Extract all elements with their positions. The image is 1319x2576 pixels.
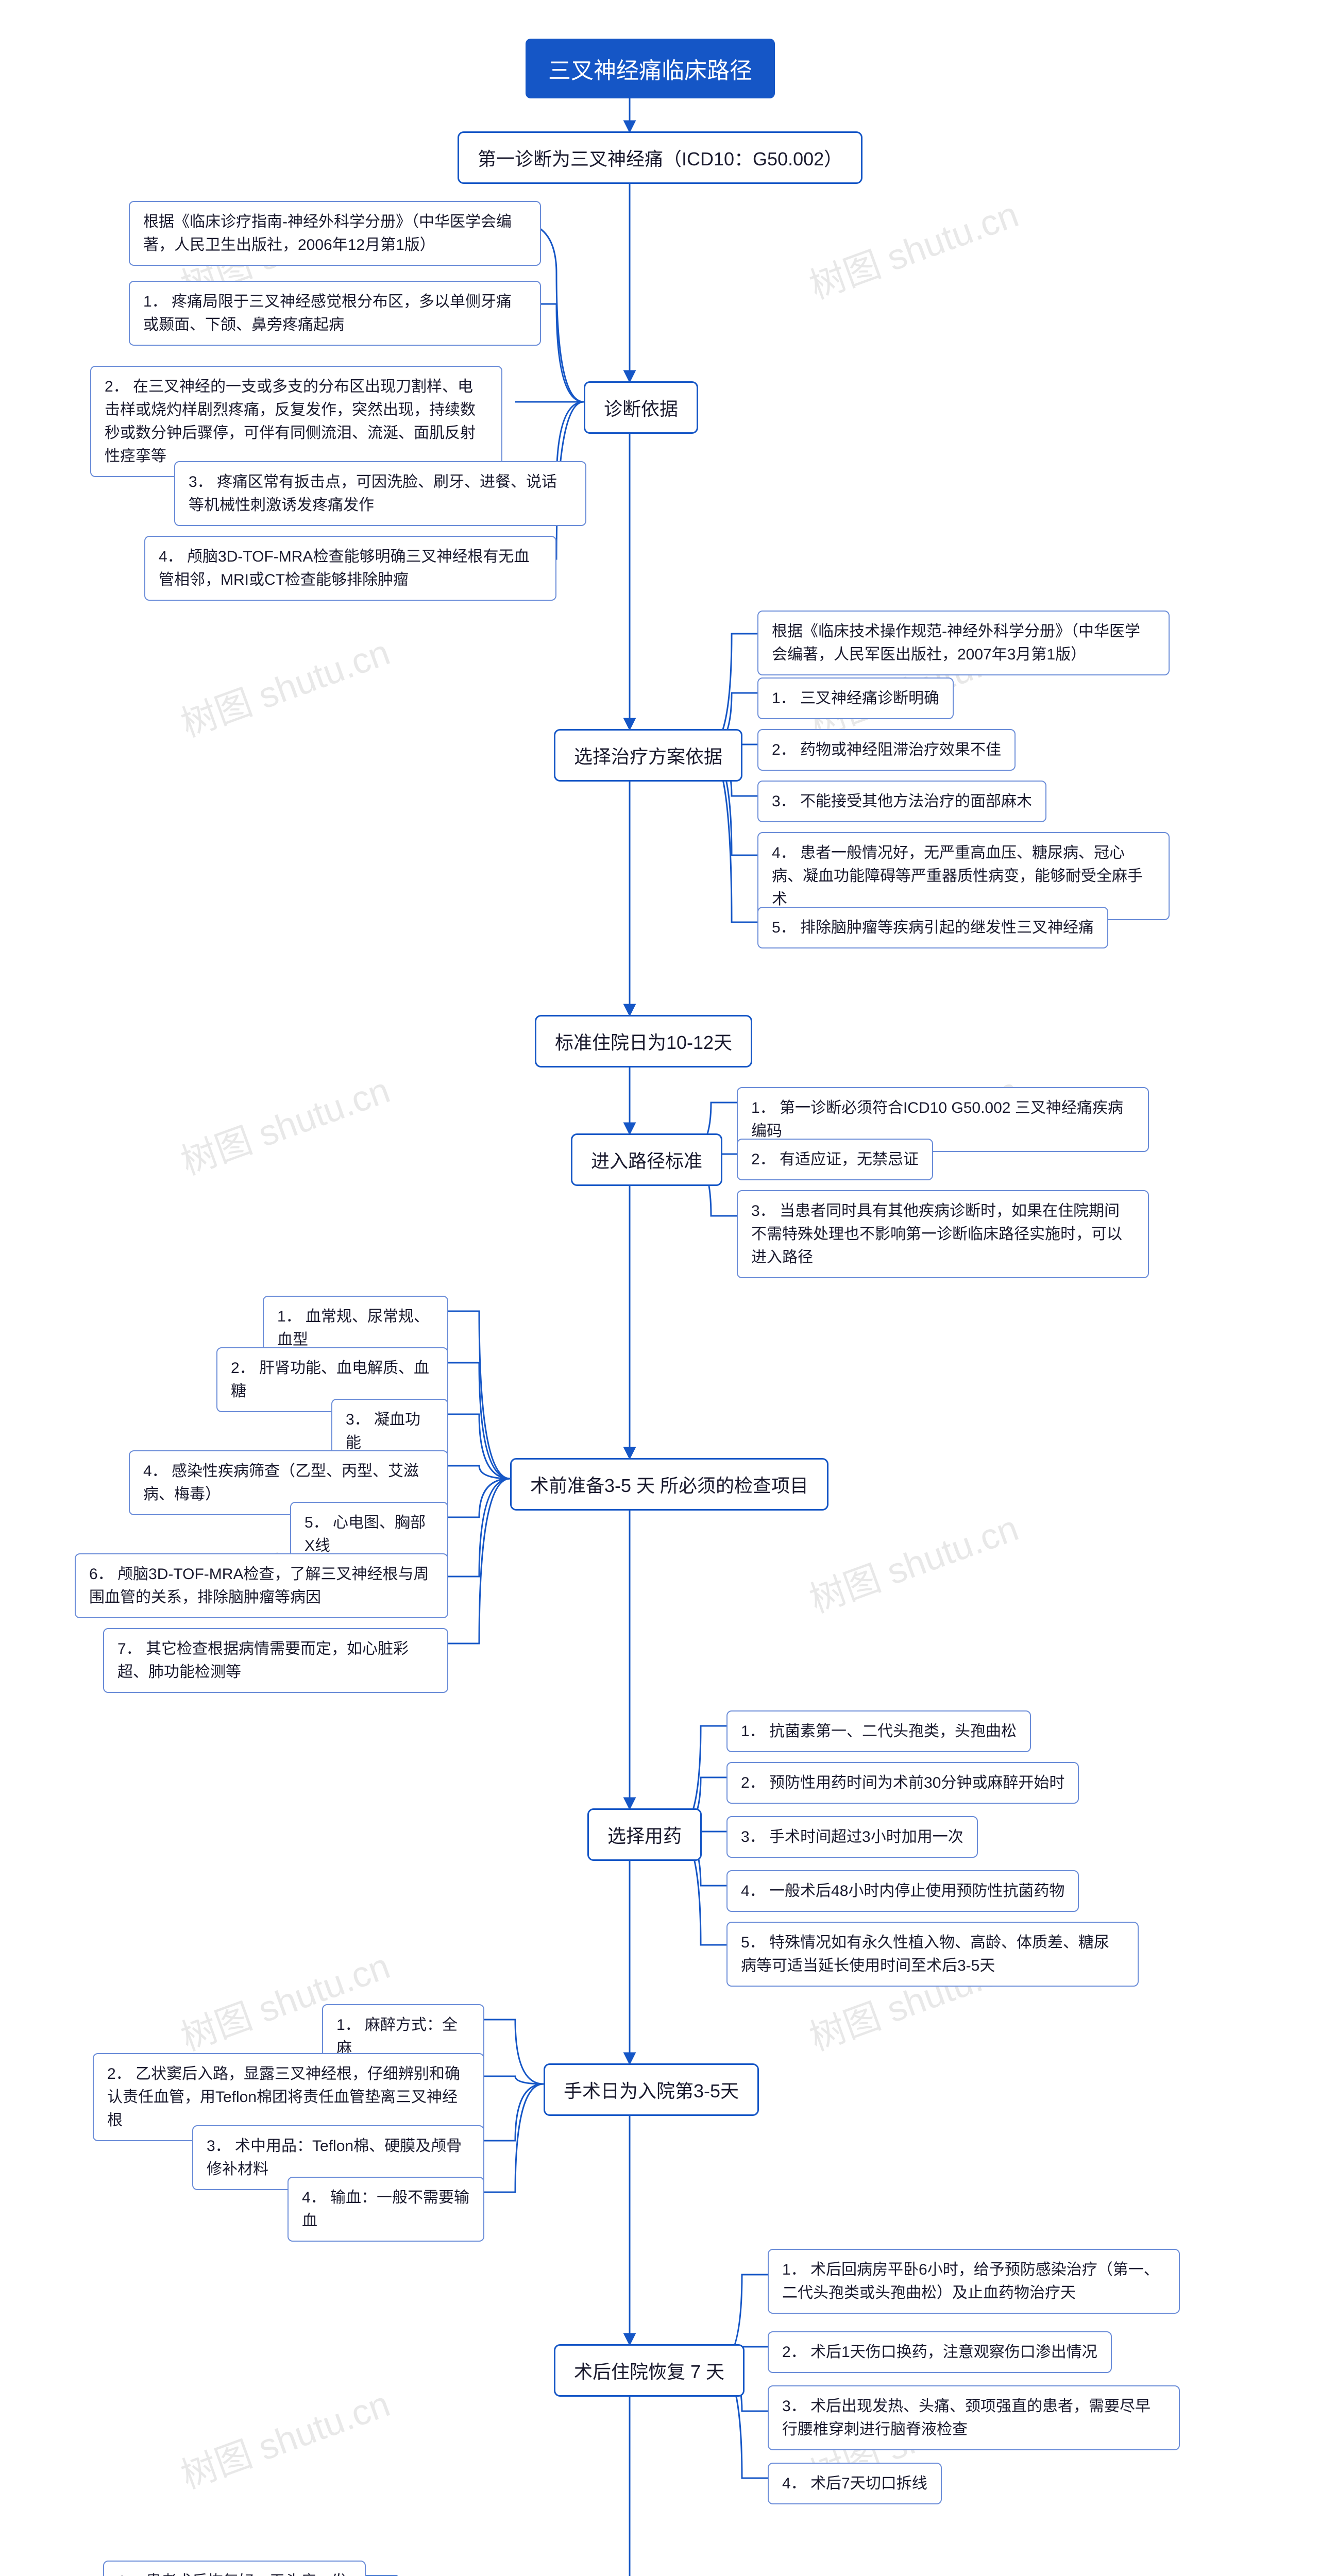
leaf-postop-0: 1． 术后回病房平卧6小时，给予预防感染治疗（第一、二代头孢类或头孢曲松）及止血… <box>768 2249 1180 2314</box>
leaf-diag-3: 3． 疼痛区常有扳击点，可因洗脸、刷牙、进餐、说话等机械性刺激诱发疼痛发作 <box>174 461 586 526</box>
leaf-surg-3: 4． 输血：一般不需要输血 <box>288 2177 484 2242</box>
leaf-postop-2: 3． 术后出现发热、头痛、颈项强直的患者，需要尽早行腰椎穿刺进行脑脊液检查 <box>768 2385 1180 2450</box>
leaf-med-4: 5． 特殊情况如有永久性植入物、高龄、体质差、糖尿病等可适当延长使用时间至术后3… <box>726 1922 1139 1987</box>
leaf-med-2: 3． 手术时间超过3小时加用一次 <box>726 1816 978 1858</box>
leaf-diag-1: 1． 疼痛局限于三叉神经感觉根分布区，多以单侧牙痛或颞面、下颌、鼻旁疼痛起病 <box>129 281 541 346</box>
leaf-preop-5: 6． 颅脑3D-TOF-MRA检查，了解三叉神经根与周围血管的关系，排除脑肿瘤等… <box>75 1553 448 1618</box>
node-treatment-basis: 选择治疗方案依据 <box>554 729 742 782</box>
leaf-treat-2: 2． 药物或神经阻滞治疗效果不佳 <box>757 729 1016 771</box>
leaf-med-0: 1． 抗菌素第一、二代头孢类，头孢曲松 <box>726 1710 1031 1752</box>
leaf-postop-1: 2． 术后1天伤口换药，注意观察伤口渗出情况 <box>768 2331 1112 2373</box>
node-medication: 选择用药 <box>587 1808 702 1861</box>
leaf-med-3: 4． 一般术后48小时内停止使用预防性抗菌药物 <box>726 1870 1079 1912</box>
leaf-diag-4: 4． 颅脑3D-TOF-MRA检查能够明确三叉神经根有无血管相邻，MRI或CT检… <box>144 536 556 601</box>
node-surgery-day: 手术日为入院第3-5天 <box>544 2063 759 2116</box>
leaf-treat-3: 3． 不能接受其他方法治疗的面部麻木 <box>757 781 1046 822</box>
leaf-treat-5: 5． 排除脑肿瘤等疾病引起的继发性三叉神经痛 <box>757 907 1108 948</box>
leaf-diag-2: 2． 在三叉神经的一支或多支的分布区出现刀割样、电击样或烧灼样剧烈疼痛，反复发作… <box>90 366 502 477</box>
leaf-diag-0: 根据《临床诊疗指南-神经外科学分册》（中华医学会编著，人民卫生出版社，2006年… <box>129 201 541 266</box>
leaf-treat-1: 1． 三叉神经痛诊断明确 <box>757 677 954 719</box>
node-postop: 术后住院恢复 7 天 <box>554 2344 745 2397</box>
node-first-diagnosis: 第一诊断为三叉神经痛（ICD10：G50.002） <box>458 131 863 184</box>
node-entry-criteria: 进入路径标准 <box>571 1133 722 1186</box>
node-diagnosis-basis: 诊断依据 <box>584 381 698 434</box>
leaf-discharge-0: 1． 患者术后恢复好，无头痛、发热 <box>103 2561 366 2576</box>
node-preop: 术前准备3-5 天 所必须的检查项目 <box>510 1458 828 1511</box>
leaf-entry-1: 2． 有适应证，无禁忌证 <box>737 1139 933 1180</box>
leaf-postop-3: 4． 术后7天切口拆线 <box>768 2463 942 2504</box>
flowchart-canvas: 树图 shutu.cn 树图 shutu.cn 树图 shutu.cn 树图 s… <box>0 0 1319 2576</box>
leaf-med-1: 2． 预防性用药时间为术前30分钟或麻醉开始时 <box>726 1762 1079 1804</box>
leaf-entry-2: 3． 当患者同时具有其他疾病诊断时，如果在住院期间不需特殊处理也不影响第一诊断临… <box>737 1190 1149 1278</box>
leaf-preop-6: 7． 其它检查根据病情需要而定，如心脏彩超、肺功能检测等 <box>103 1628 448 1693</box>
node-hospital-days: 标准住院日为10-12天 <box>535 1015 752 1067</box>
leaf-treat-0: 根据《临床技术操作规范-神经外科学分册》（中华医学会编著，人民军医出版社，200… <box>757 611 1170 675</box>
root-node: 三叉神经痛临床路径 <box>526 39 775 98</box>
